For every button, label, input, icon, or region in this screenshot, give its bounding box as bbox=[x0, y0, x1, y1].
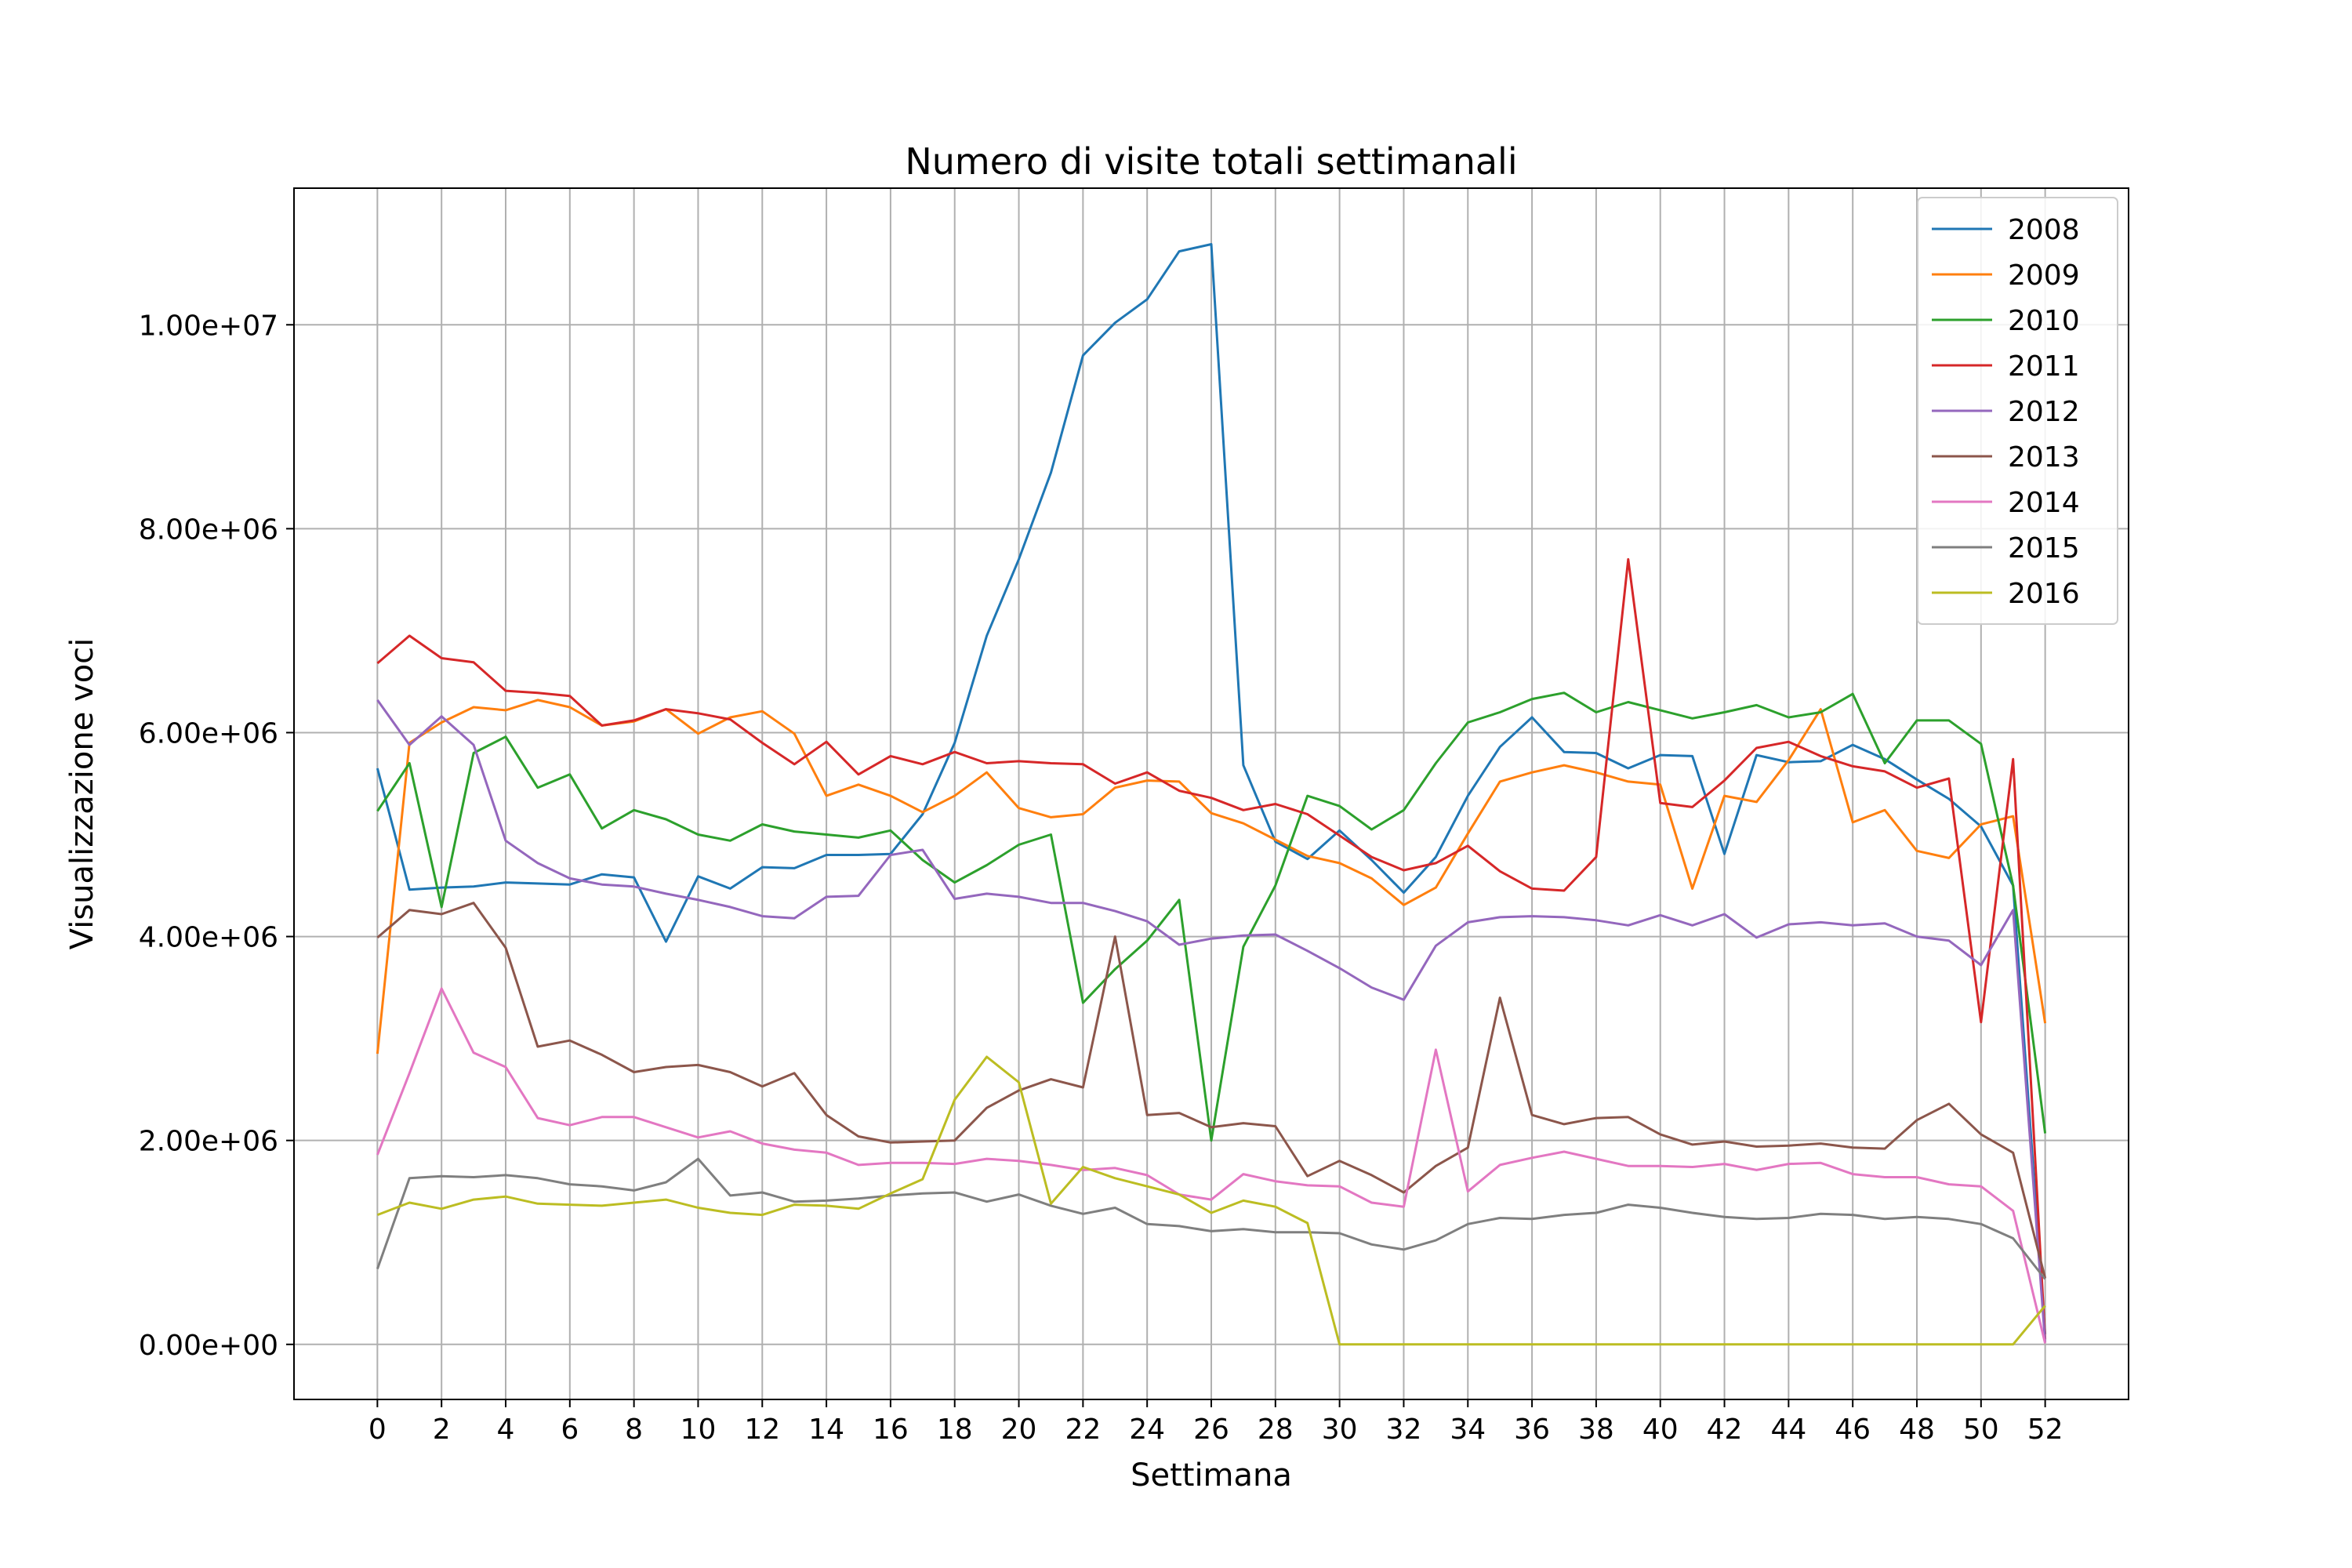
x-tick-label: 36 bbox=[1514, 1414, 1550, 1446]
y-tick-label: 6.00e+06 bbox=[139, 717, 278, 750]
x-axis-label: Settimana bbox=[1131, 1457, 1292, 1494]
legend-box bbox=[1917, 197, 2118, 625]
legend-label: 2013 bbox=[2008, 441, 2080, 474]
series-line-2010 bbox=[376, 691, 2047, 1142]
x-tick-label: 2 bbox=[433, 1414, 451, 1446]
x-tick-label: 16 bbox=[873, 1414, 909, 1446]
x-tick-label: 26 bbox=[1193, 1414, 1229, 1446]
legend-label: 2009 bbox=[2008, 260, 2080, 292]
x-tick-label: 44 bbox=[1770, 1414, 1806, 1446]
x-tick-label: 14 bbox=[808, 1414, 844, 1446]
x-tick-label: 22 bbox=[1065, 1414, 1101, 1446]
x-axis-ticks: 0 2 4 6 8 10 12 14 16 18 20 22 24 26 28 30 32 34 36 38 40 42 4… bbox=[368, 1399, 2063, 1446]
legend: 2008 2009 2010 2011 2012 2013 2014 2015 2016 bbox=[1917, 197, 2118, 625]
series-line-2008 bbox=[376, 243, 2047, 1334]
y-axis-ticks: 0.00e+00 2.00e+06 4.00e+06 6.00e+06 8.00e+06… bbox=[139, 310, 294, 1362]
x-tick-label: 42 bbox=[1707, 1414, 1743, 1446]
x-tick-label: 20 bbox=[1001, 1414, 1037, 1446]
x-tick-label: 38 bbox=[1578, 1414, 1614, 1446]
x-tick-label: 52 bbox=[2027, 1414, 2063, 1446]
x-tick-label: 28 bbox=[1258, 1414, 1294, 1446]
legend-label: 2016 bbox=[2008, 578, 2080, 610]
x-tick-label: 8 bbox=[625, 1414, 643, 1446]
series-line-2016 bbox=[376, 1055, 2046, 1346]
x-tick-label: 46 bbox=[1835, 1414, 1871, 1446]
x-tick-label: 24 bbox=[1129, 1414, 1165, 1446]
x-tick-label: 6 bbox=[561, 1414, 579, 1446]
legend-label: 2010 bbox=[2008, 305, 2080, 337]
legend-label: 2008 bbox=[2008, 214, 2080, 246]
x-tick-label: 32 bbox=[1386, 1414, 1422, 1446]
y-tick-label: 0.00e+00 bbox=[139, 1330, 278, 1362]
legend-label: 2014 bbox=[2008, 487, 2080, 519]
series-line-2013 bbox=[376, 902, 2047, 1279]
y-tick-label: 1.00e+07 bbox=[139, 310, 278, 342]
series-line-2014 bbox=[376, 987, 2047, 1344]
series-line-2015 bbox=[376, 1157, 2046, 1280]
x-tick-label: 12 bbox=[744, 1414, 780, 1446]
chart-title: Numero di visite totali settimanali bbox=[905, 140, 1517, 183]
legend-label: 2012 bbox=[2008, 396, 2080, 428]
y-tick-label: 2.00e+06 bbox=[139, 1126, 278, 1158]
x-tick-label: 34 bbox=[1450, 1414, 1486, 1446]
legend-label: 2011 bbox=[2008, 350, 2080, 383]
y-tick-label: 4.00e+06 bbox=[139, 922, 278, 954]
series-lines bbox=[376, 243, 2047, 1346]
x-tick-label: 30 bbox=[1322, 1414, 1358, 1446]
x-tick-label: 40 bbox=[1642, 1414, 1679, 1446]
x-tick-label: 48 bbox=[1899, 1414, 1935, 1446]
x-tick-label: 4 bbox=[497, 1414, 515, 1446]
x-tick-label: 0 bbox=[368, 1414, 387, 1446]
x-tick-label: 18 bbox=[937, 1414, 973, 1446]
y-tick-label: 8.00e+06 bbox=[139, 514, 278, 546]
series-line-2012 bbox=[376, 699, 2047, 1343]
grid bbox=[294, 188, 2129, 1399]
x-tick-label: 50 bbox=[1963, 1414, 1999, 1446]
series-line-2011 bbox=[376, 557, 2047, 1340]
legend-label: 2015 bbox=[2008, 532, 2080, 564]
x-tick-label: 10 bbox=[681, 1414, 717, 1446]
y-axis-label: Visualizzazione voci bbox=[64, 638, 100, 950]
